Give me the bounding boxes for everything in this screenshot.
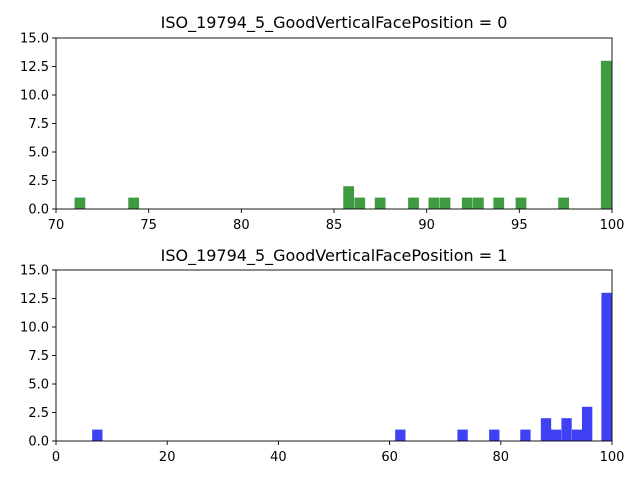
x-tick-label-top-2: 80 xyxy=(233,218,250,233)
y-tick-label-top-3: 7.5 xyxy=(28,117,49,132)
histogram-bar-bottom-0 xyxy=(92,429,103,441)
histogram-bar-top-2 xyxy=(343,186,355,209)
axes-frame-top xyxy=(55,37,613,210)
histogram-bar-bottom-1 xyxy=(395,429,406,441)
y-tick-label-bottom-5: 12.5 xyxy=(20,292,49,307)
y-tick-label-top-4: 10.0 xyxy=(20,89,49,104)
x-tick-label-top-0: 70 xyxy=(48,218,65,233)
y-tick-label-top-0: 0.0 xyxy=(28,203,49,218)
subplot-bottom: ISO_19794_5_GoodVerticalFacePosition = 1… xyxy=(20,246,624,465)
subplot-bottom-title: ISO_19794_5_GoodVerticalFacePosition = 1 xyxy=(161,246,508,266)
y-tick-label-top-2: 5.0 xyxy=(28,146,49,161)
subplot-bottom-axes: 0 20 40 60 80 100 0.0 2.5 5.0 7.5 10.0 12.5 15.0 xyxy=(20,264,624,466)
histogram-bar-bottom-5 xyxy=(540,418,552,441)
y-tick-label-top-6: 15.0 xyxy=(20,32,49,47)
x-tick-label-bottom-1: 20 xyxy=(159,450,176,465)
histogram-bar-bottom-7 xyxy=(561,418,572,441)
histogram-bar-top-0 xyxy=(74,197,86,209)
histogram-bar-bottom-3 xyxy=(489,429,500,441)
histogram-bar-bottom-8 xyxy=(571,429,583,441)
axes-frame-bottom xyxy=(55,269,613,442)
histogram-bar-top-10 xyxy=(493,197,505,209)
x-tick-label-bottom-3: 60 xyxy=(381,450,398,465)
histogram-bar-top-11 xyxy=(515,197,527,209)
histogram-bar-top-13 xyxy=(600,60,612,209)
histogram-bar-bottom-6 xyxy=(550,429,562,441)
histogram-bar-bottom-2 xyxy=(457,429,468,441)
histogram-bar-bottom-10 xyxy=(601,292,612,441)
y-tick-label-bottom-4: 10.0 xyxy=(20,321,49,336)
x-tick-label-bottom-2: 40 xyxy=(270,450,287,465)
subplot-top-bars xyxy=(74,60,612,209)
histogram-bar-top-7 xyxy=(439,197,451,209)
histogram-bar-top-3 xyxy=(354,197,366,209)
y-tick-label-bottom-2: 5.0 xyxy=(28,378,49,393)
x-tick-label-top-3: 85 xyxy=(326,218,343,233)
histogram-bar-top-9 xyxy=(473,197,484,209)
x-tick-label-top-4: 90 xyxy=(418,218,435,233)
histogram-bar-top-8 xyxy=(461,197,473,209)
histogram-bar-bottom-4 xyxy=(520,429,531,441)
x-tick-label-top-5: 95 xyxy=(511,218,528,233)
histogram-bar-top-6 xyxy=(428,197,440,209)
histogram-bar-bottom-9 xyxy=(581,406,593,441)
y-tick-label-top-5: 12.5 xyxy=(20,60,49,75)
histogram-bar-top-4 xyxy=(374,197,386,209)
subplot-top: ISO_19794_5_GoodVerticalFacePosition = 0… xyxy=(20,13,624,233)
y-tick-label-top-1: 2.5 xyxy=(28,174,49,189)
x-tick-label-top-1: 75 xyxy=(140,218,157,233)
y-tick-label-bottom-3: 7.5 xyxy=(28,349,49,364)
x-tick-label-top-6: 100 xyxy=(600,218,625,233)
x-tick-label-bottom-5: 100 xyxy=(600,450,625,465)
y-tick-label-bottom-1: 2.5 xyxy=(28,406,49,421)
y-tick-label-bottom-6: 15.0 xyxy=(20,264,49,279)
subplot-top-axes: 70 75 80 85 90 95 100 0.0 2.5 5.0 7.5 10.0 12.5 15.0 xyxy=(20,32,624,234)
histogram-bar-top-12 xyxy=(558,197,569,209)
subplot-top-title: ISO_19794_5_GoodVerticalFacePosition = 0 xyxy=(161,13,508,33)
x-tick-label-bottom-0: 0 xyxy=(52,450,60,465)
histogram-bar-top-5 xyxy=(408,197,419,209)
histogram-bar-top-1 xyxy=(128,197,140,209)
subplot-bottom-bars xyxy=(92,292,612,441)
x-tick-label-bottom-4: 80 xyxy=(493,450,510,465)
y-tick-label-bottom-0: 0.0 xyxy=(28,435,49,450)
